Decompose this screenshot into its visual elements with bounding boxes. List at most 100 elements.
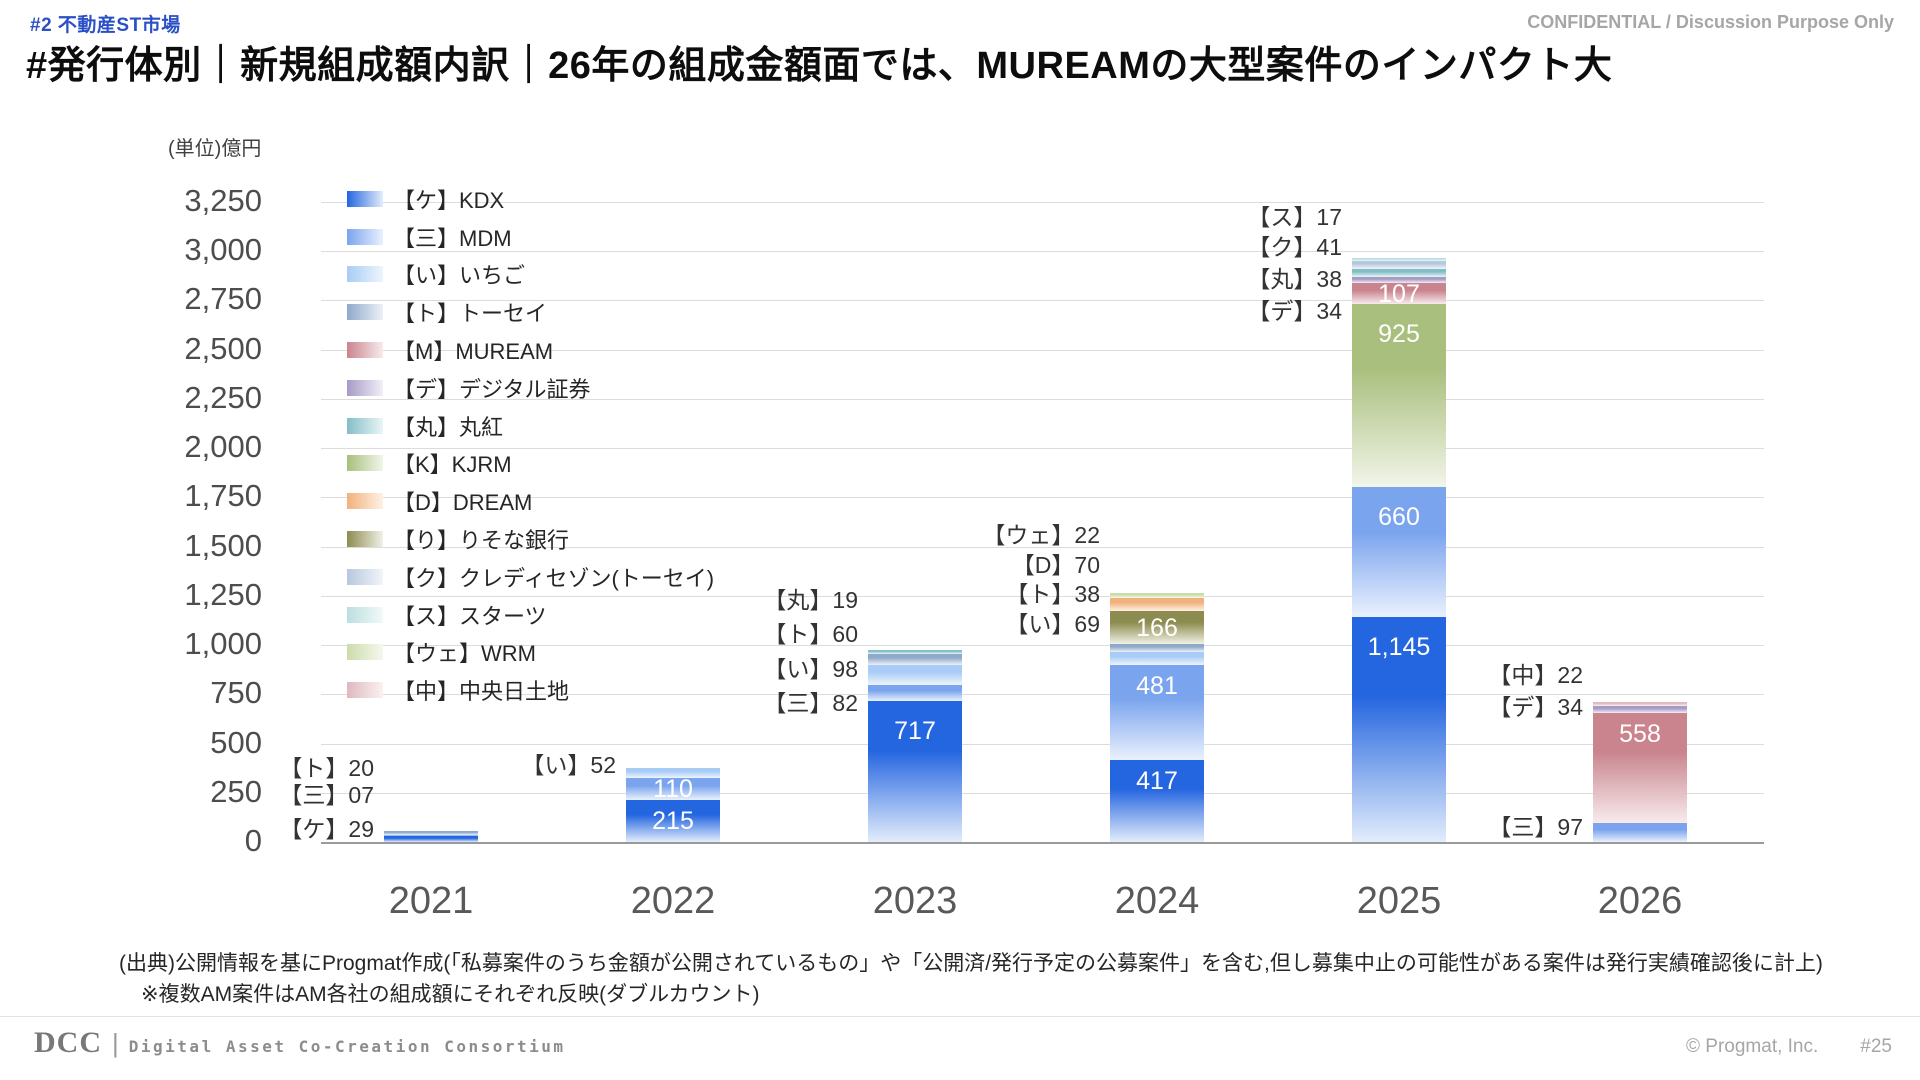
legend-label: 【丸】丸紅: [393, 414, 504, 440]
bar-segment-ク: [1352, 261, 1446, 270]
gridline: [321, 202, 1764, 203]
x-axis-label: 2026: [1597, 880, 1683, 922]
gridline: [321, 694, 1764, 696]
bar-annotation: 【D】70: [1011, 551, 1100, 578]
y-axis-tick-label: 250: [210, 773, 262, 809]
y-axis-tick-label: 2,750: [184, 281, 262, 317]
legend-item: 【丸】丸紅: [347, 407, 714, 445]
y-axis-tick-label: 500: [210, 724, 262, 760]
bar-annotation: 【ト】20: [279, 754, 374, 781]
gridline: [321, 595, 1764, 597]
gridline: [321, 792, 1764, 794]
segment-value-label: 925: [1378, 320, 1420, 349]
footer-divider: [0, 1016, 1920, 1017]
bar-annotation: 【い】69: [1005, 611, 1100, 637]
legend-label: 【K】KJRM: [393, 452, 512, 478]
chart-legend: 【ケ】KDX 【三】MDM 【い】いちご 【ト】トーセイ【M】MUREAM 【デ】デジタ…: [347, 180, 714, 709]
segment-value-label: 166: [1136, 613, 1178, 642]
bar-annotation: 【三】97: [1488, 814, 1583, 841]
segment-value-label: 215: [652, 806, 694, 835]
consortium-name: Digital Asset Co-Creation Consortium: [128, 1037, 566, 1056]
copyright-label: © Progmat, Inc.: [1686, 1036, 1819, 1057]
legend-label: 【デ】デジタル証券: [393, 376, 591, 402]
gridline: [321, 546, 1764, 548]
unit-label: (単位)億円: [168, 138, 262, 160]
source-note: (出典)公開情報を基にProgmat作成(「私募案件のうち金額が公開されているも…: [119, 948, 1823, 1010]
bar-segment-ト: [384, 830, 478, 835]
legend-item: 【ス】スターツ: [347, 596, 714, 634]
bar-annotation: 【三】07: [279, 781, 374, 808]
bar-segment-三: 110: [626, 775, 720, 803]
segment-value-label: 481: [1136, 672, 1178, 701]
legend-label: 【ク】クレディセゾン(トーセイ): [393, 565, 715, 591]
section-tag: #2 不動産ST市場: [30, 15, 181, 36]
y-axis-tick-label: 1,000: [184, 626, 262, 662]
y-axis-tick-label: 2,000: [184, 429, 262, 465]
legend-swatch: [347, 417, 383, 434]
legend-item: 【M】MUREAM: [347, 331, 714, 369]
bar-segment-デ: [1593, 706, 1687, 714]
legend-swatch: [347, 568, 383, 585]
legend-item: 【三】MDM: [347, 218, 714, 256]
segment-value-label: 107: [1378, 280, 1420, 309]
bar-annotation: 【い】98: [763, 655, 858, 682]
footer-meta: © Progmat, Inc. #25: [1686, 1036, 1892, 1058]
bar-annotation: 【三】82: [763, 689, 858, 716]
legend-item: 【デ】デジタル証券: [347, 369, 714, 407]
bar-segment-三: 481: [1110, 665, 1204, 760]
gridline: [321, 349, 1764, 351]
bar-segment-ケ: 1,145: [1352, 616, 1446, 842]
y-axis-tick-label: 0: [244, 823, 262, 858]
bar-segment-丸: [868, 649, 962, 654]
bar-annotation: 【中】22: [1488, 662, 1583, 688]
footer-brand: DCC | Digital Asset Co-Creation Consorti…: [34, 1026, 566, 1060]
legend-swatch: [347, 531, 383, 548]
bar-segment-ト: [868, 653, 962, 666]
bar-segment-い: [626, 767, 720, 778]
bar-2025: 1,145 660 925 107: [1352, 257, 1446, 842]
page-title: #発行体別｜新規組成額内訳｜26年の組成金額面では、MUREAMの大型案件のイン…: [26, 45, 1613, 87]
y-axis-tick-label: 3,000: [184, 232, 262, 268]
bar-annotation: 【い】52: [521, 752, 616, 778]
legend-item: 【ウェ】WRM: [347, 634, 714, 672]
segment-value-label: 1,145: [1367, 632, 1431, 661]
bar-segment-り: 166: [1110, 611, 1204, 645]
bar-segment-ト: [1110, 644, 1204, 652]
bar-annotation: 【デ】34: [1488, 693, 1583, 720]
legend-label: 【ス】スターツ: [393, 603, 547, 629]
legend-label: 【ト】トーセイ: [393, 301, 548, 327]
bar-segment-三: 660: [1352, 486, 1446, 617]
y-axis-tick-label: 1,750: [184, 478, 262, 514]
gridline: [321, 497, 1764, 499]
legend-swatch: [347, 455, 383, 472]
legend-label: 【D】DREAM: [393, 490, 533, 516]
bar-annotation: 【デ】34: [1247, 297, 1342, 324]
bar-segment-M: 107: [1352, 280, 1446, 308]
legend-swatch: [347, 190, 383, 207]
segment-value-label: 110: [653, 775, 693, 803]
legend-swatch: [347, 228, 383, 245]
bar-annotation: 【ト】38: [1005, 581, 1100, 608]
bar-segment-ス: [1352, 257, 1446, 262]
bar-annotation: 【ク】41: [1247, 233, 1342, 260]
y-axis-tick-label: 1,250: [184, 576, 262, 612]
bar-2023: 717: [868, 649, 962, 842]
legend-label: 【り】りそな銀行: [393, 528, 570, 554]
bar-segment-中: [1593, 702, 1687, 707]
legend-swatch: [347, 266, 383, 283]
legend-label: 【ケ】KDX: [393, 187, 505, 213]
legend-item: 【り】りそな銀行: [347, 520, 714, 558]
legend-swatch: [347, 342, 383, 359]
bar-segment-三: [384, 834, 478, 837]
segment-value-label: 417: [1136, 766, 1178, 795]
bar-segment-ケ: 417: [1110, 759, 1204, 842]
legend-item: 【中】中央日土地: [347, 671, 714, 709]
segment-value-label: 717: [894, 716, 936, 745]
x-axis-label: 2025: [1356, 880, 1442, 922]
dcc-logo: DCC: [34, 1026, 102, 1059]
segment-value-label: 558: [1619, 720, 1661, 749]
legend-label: 【い】いちご: [393, 263, 526, 289]
logo-separator: |: [112, 1028, 119, 1058]
legend-item: 【ト】トーセイ: [347, 293, 714, 331]
